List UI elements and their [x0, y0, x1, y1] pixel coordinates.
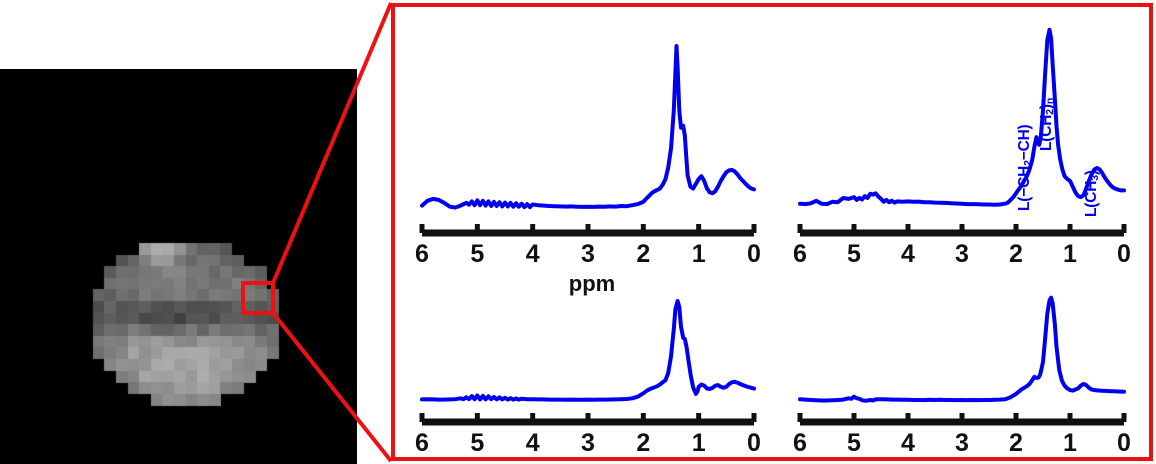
ppm-tick-label-6: 6 — [415, 429, 429, 457]
ppm-tick-label-1: 1 — [691, 240, 706, 268]
ppm-tick-label-6: 6 — [793, 240, 807, 268]
peak-label-lipid-ch2-ch: L(−CH2−CH) — [1016, 124, 1034, 211]
spectrum-plot-bottom-left — [419, 299, 757, 426]
spectrum-trace — [420, 299, 756, 402]
ppm-tick-label-0: 0 — [1117, 240, 1131, 268]
ppm-tick-label-0: 0 — [747, 240, 761, 268]
spectrum-cell-bottom-left[interactable]: 6 5 4 3 2 1 0 — [403, 282, 773, 462]
ppm-tick-label-3: 3 — [955, 429, 969, 457]
ppm-tick-label-2: 2 — [1009, 429, 1023, 457]
mri-image-panel — [0, 69, 357, 464]
ppm-tick-label-4: 4 — [525, 429, 540, 457]
ppm-tick-label-3: 3 — [581, 240, 595, 268]
spectrum-cell-top-left[interactable]: 6 5 4 3 2 1 0 ppm — [403, 13, 773, 296]
ppm-tick-label-4: 4 — [901, 429, 915, 457]
spectra-panel: 6 5 4 3 2 1 0 ppm 6 5 4 3 2 1 0 L(−CH2−CH) L(CH2)n L… — [391, 3, 1153, 461]
ppm-axis — [797, 224, 1127, 237]
ppm-tick-label-3: 3 — [581, 429, 595, 457]
ppm-tick-label-1: 1 — [1063, 429, 1077, 457]
ppm-tick-label-3: 3 — [955, 240, 969, 268]
spectrum-cell-bottom-right[interactable]: 6 5 4 3 2 1 0 — [781, 282, 1143, 462]
ppm-tick-labels: 6 5 4 3 2 1 0 — [403, 241, 773, 267]
spectrum-plot-top-left — [419, 44, 757, 237]
ppm-tick-labels: 6 5 4 3 2 1 0 — [781, 241, 1143, 267]
peak-label-lipid-ch2-n: L(CH2)n — [1038, 97, 1056, 151]
ppm-tick-label-1: 1 — [1063, 240, 1077, 268]
ppm-tick-labels: 6 5 4 3 2 1 0 — [403, 430, 773, 456]
spectrum-trace — [420, 44, 756, 210]
mri-slice-canvas — [0, 69, 357, 464]
ppm-tick-label-5: 5 — [470, 429, 485, 457]
ppm-axis-title: ppm — [568, 271, 616, 296]
ppm-tick-label-5: 5 — [847, 429, 861, 457]
spectrum-trace — [798, 27, 1126, 207]
ppm-axis — [419, 413, 757, 426]
ppm-tick-label-0: 0 — [747, 429, 761, 457]
spectrum-plot-top-right — [797, 27, 1127, 237]
ppm-tick-label-6: 6 — [793, 429, 807, 457]
peak-label-lipid-ch3: L(CH3) — [1083, 170, 1101, 217]
ppm-tick-label-0: 0 — [1117, 429, 1131, 457]
ppm-tick-label-5: 5 — [847, 240, 861, 268]
spectrum-trace — [798, 295, 1126, 403]
spectrum-cell-top-right[interactable]: 6 5 4 3 2 1 0 L(−CH2−CH) L(CH2)n L(CH3) — [781, 13, 1143, 267]
ppm-axis — [419, 224, 757, 237]
ppm-axis — [797, 413, 1127, 426]
ppm-tick-label-2: 2 — [636, 429, 651, 457]
spectrum-plot-bottom-right — [797, 295, 1127, 426]
ppm-tick-label-4: 4 — [901, 240, 915, 268]
ppm-tick-label-1: 1 — [691, 429, 706, 457]
ppm-tick-label-2: 2 — [1009, 240, 1023, 268]
ppm-tick-label-4: 4 — [525, 240, 540, 268]
ppm-tick-label-2: 2 — [636, 240, 651, 268]
ppm-tick-label-6: 6 — [415, 240, 429, 268]
ppm-tick-label-5: 5 — [470, 240, 485, 268]
ppm-tick-labels: 6 5 4 3 2 1 0 — [781, 430, 1143, 456]
